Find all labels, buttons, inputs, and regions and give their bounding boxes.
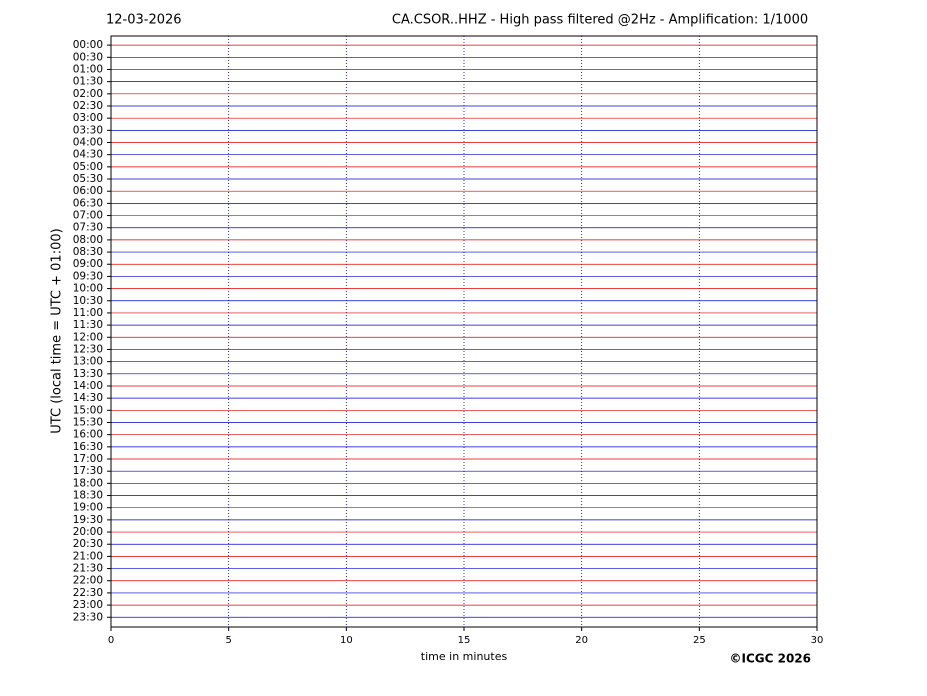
y-tick-label: 19:00 [73, 502, 103, 514]
x-axis-label: time in minutes [421, 650, 508, 663]
y-tick-label: 10:30 [73, 295, 103, 307]
y-tick-label: 08:00 [73, 234, 103, 246]
y-tick-label: 22:30 [73, 587, 103, 599]
y-tick-label: 21:30 [73, 563, 103, 575]
y-tick-label: 12:00 [73, 331, 103, 343]
y-tick-label: 13:30 [73, 368, 103, 380]
y-tick-label: 07:00 [73, 210, 103, 222]
x-tick-label: 20 [575, 635, 588, 646]
y-tick-label: 01:30 [73, 76, 103, 88]
y-tick-label: 16:00 [73, 429, 103, 441]
y-tick-label: 13:00 [73, 356, 103, 368]
y-tick-label: 06:00 [73, 185, 103, 197]
y-tick-label: 10:00 [73, 283, 103, 295]
y-tick-label: 03:30 [73, 124, 103, 136]
y-tick-label: 17:00 [73, 453, 103, 465]
x-tick-label: 5 [225, 635, 231, 646]
x-tick-label: 30 [811, 635, 824, 646]
y-tick-label: 21:00 [73, 550, 103, 562]
y-tick-label: 07:30 [73, 222, 103, 234]
x-tick-label: 25 [693, 635, 706, 646]
y-tick-label: 05:30 [73, 173, 103, 185]
y-tick-label: 01:00 [73, 63, 103, 75]
y-tick-label: 09:00 [73, 258, 103, 270]
y-tick-label: 05:00 [73, 161, 103, 173]
plot-frame [110, 35, 818, 628]
y-tick-label: 11:00 [73, 307, 103, 319]
y-tick-label: 02:30 [73, 100, 103, 112]
y-tick-label: 15:00 [73, 404, 103, 416]
y-tick-label: 17:30 [73, 465, 103, 477]
y-tick-label: 15:30 [73, 416, 103, 428]
y-tick-label: 11:30 [73, 319, 103, 331]
y-tick-label: 00:00 [73, 39, 103, 51]
y-tick-label: 06:30 [73, 197, 103, 209]
y-tick-label: 14:00 [73, 380, 103, 392]
chart-title: CA.CSOR..HHZ - High pass filtered @2Hz -… [392, 13, 808, 28]
y-tick-label: 00:30 [73, 51, 103, 63]
y-tick-label: 02:00 [73, 88, 103, 100]
y-tick-label: 16:30 [73, 441, 103, 453]
copyright: ©ICGC 2026 [729, 652, 811, 666]
y-tick-label: 18:30 [73, 490, 103, 502]
y-axis-label: UTC (local time = UTC + 01:00) [50, 228, 65, 433]
y-tick-label: 09:30 [73, 270, 103, 282]
y-tick-label: 19:30 [73, 514, 103, 526]
x-tick-label: 10 [340, 635, 353, 646]
y-tick-label: 08:30 [73, 246, 103, 258]
y-tick-label: 23:30 [73, 611, 103, 623]
y-tick-label: 20:30 [73, 538, 103, 550]
y-tick-label: 04:00 [73, 137, 103, 149]
y-tick-label: 03:00 [73, 112, 103, 124]
y-tick-label: 04:30 [73, 149, 103, 161]
y-tick-label: 23:00 [73, 599, 103, 611]
y-tick-label: 22:00 [73, 575, 103, 587]
y-tick-label: 14:30 [73, 392, 103, 404]
y-tick-label: 20:00 [73, 526, 103, 538]
x-tick-label: 15 [458, 635, 471, 646]
y-tick-label: 12:30 [73, 343, 103, 355]
y-tick-label: 18:00 [73, 477, 103, 489]
x-tick-label: 0 [108, 635, 114, 646]
date: 12-03-2026 [106, 13, 182, 28]
